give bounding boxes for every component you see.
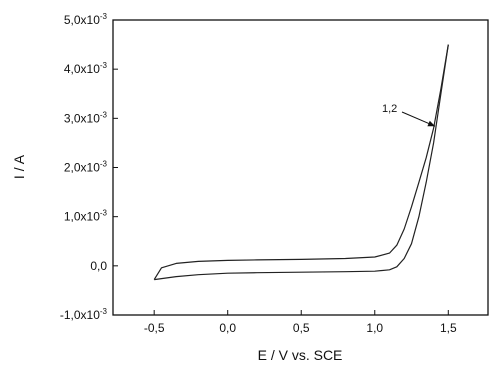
annotation-group: 1,2: [382, 103, 436, 127]
y-tick-label: 2,0x10-3: [64, 160, 108, 175]
y-tick-label: 1,0x10-3: [64, 209, 108, 224]
y-tick-label: -1,0x10-3: [60, 307, 108, 322]
x-axis-title: E / V vs. SCE: [258, 347, 343, 363]
y-tick-label: 3,0x10-3: [64, 110, 108, 125]
plot-frame: [112, 19, 489, 316]
x-tick-label: 1,0: [366, 321, 383, 335]
y-tick-label: 0,0: [90, 259, 107, 273]
x-tick-label: 1,5: [440, 321, 457, 335]
series-group: [153, 44, 449, 281]
x-tick-label: 0,5: [293, 321, 310, 335]
x-tick-label: -0,5: [144, 321, 165, 335]
y-axis-title: I / A: [11, 154, 27, 179]
annotation-arrowhead: [427, 120, 436, 127]
series-line-1: [153, 44, 449, 280]
annotation-label: 1,2: [382, 103, 397, 115]
y-tick-label: 4,0x10-3: [64, 61, 108, 76]
y-axis-ticks: -1,0x10-3 0,0 1,0x10-3 2,0x10-3 3,0x10-3 4,0x…: [60, 12, 118, 322]
series-line-2: [154, 44, 449, 281]
x-tick-label: 0,0: [219, 321, 236, 335]
y-tick-label: 5,0x10-3: [64, 12, 108, 27]
x-axis-ticks: -0,5 0,0 0,5 1,0 1,5: [144, 310, 457, 335]
